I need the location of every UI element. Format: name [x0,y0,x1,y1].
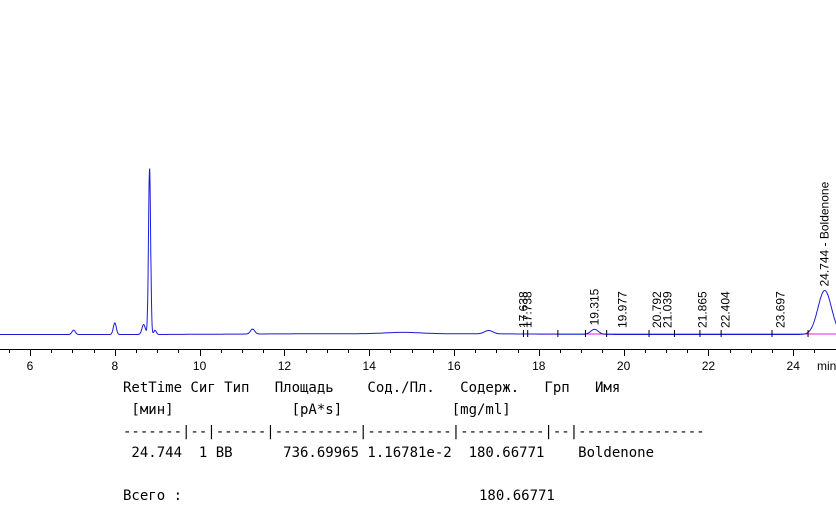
report-header-line2: [мин] [pA*s] [mg/ml] [123,402,511,418]
x-tick-label: 16 [447,359,461,372]
report-total-label: Всего : [123,488,183,504]
integration-report: RetTime Сиг Тип Площадь Сод./Пл. Содерж.… [0,372,836,507]
report-header-line1: RetTime Сиг Тип Площадь Сод./Пл. Содерж.… [123,380,621,396]
peak-label: 20.792 [650,291,664,328]
peak-label: 21.039 [661,291,675,328]
x-axis-unit: min [817,359,836,372]
x-tick-label: 22 [702,359,716,372]
x-tick-label: 10 [193,359,207,372]
peak-label: 21.865 [696,291,710,328]
peak-markers [522,330,809,338]
signal-layer [0,168,836,335]
peak-label: 23.697 [773,291,787,328]
x-axis: 6 8 10 12 14 16 18 20 22 24 min [0,349,836,372]
x-tick-label: 8 [111,359,118,372]
peak-label: 19.977 [616,291,630,328]
peak-label: 24.744 - Boldenone [818,181,832,286]
x-tick-label: 18 [532,359,546,372]
x-tick-label: 14 [363,359,377,372]
report-row: 24.744 1 BB 736.69965 1.16781e-2 180.667… [123,445,655,461]
x-tick-label: 6 [27,359,34,372]
peak-label: 19.315 [588,288,602,325]
peak-label: 17.638 [516,291,530,328]
report-total-value: 180.66771 [479,488,555,504]
report-separator: -------|--|------|----------|----------|… [123,424,705,440]
x-tick-label: 24 [787,359,801,372]
peak-label: 17.738 [521,291,535,328]
signal-trace [0,168,836,335]
x-tick-label: 20 [617,359,631,372]
x-tick-label: 12 [278,359,292,372]
peak-label: 22.404 [719,291,733,328]
